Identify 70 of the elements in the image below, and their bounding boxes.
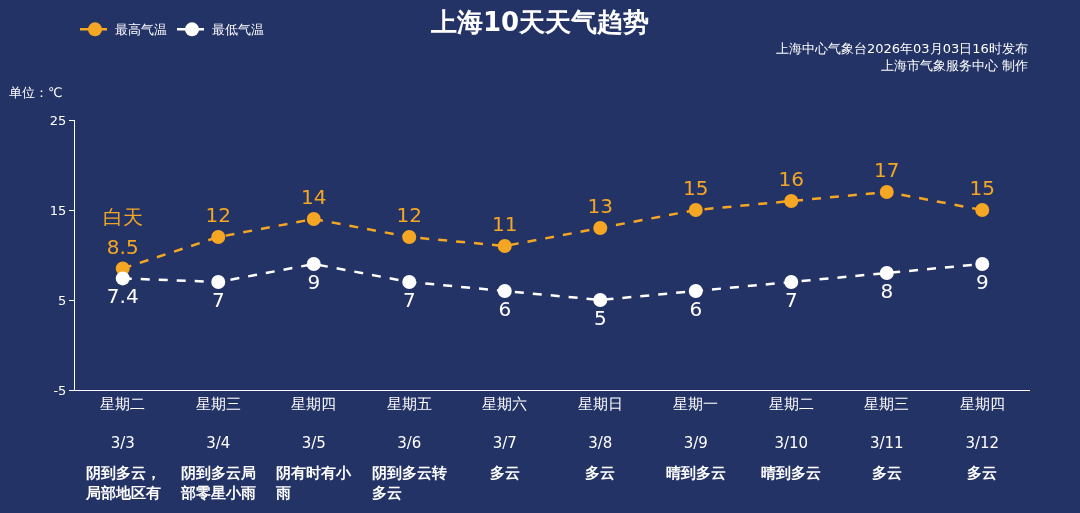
data-label: 12 [396,203,422,228]
point [593,221,608,235]
chart-title: 上海10天天气趋势 [429,7,650,38]
annotation: 白天 [103,205,143,229]
y-axis-title: 单位：℃ [9,85,63,100]
point [688,284,703,298]
category-label: 星期三 3/11 [864,395,910,452]
data-label: 8.5 [106,234,139,259]
point [211,275,226,289]
data-label: 15 [969,176,995,201]
text: 上海市气象服务中心 制作 [880,57,1028,73]
point [306,257,321,271]
data-label: 6 [689,296,703,321]
point [879,185,894,199]
y-tick-label: 25 [49,112,67,128]
data-label: 11 [492,212,518,237]
y-tick-label: -5 [53,382,67,398]
text: 多云 [585,464,615,482]
text: 晴到多云 [761,464,821,482]
category-label: 星期四 3/5 [291,395,337,452]
point [975,203,990,217]
legend-label: 最高气温 [115,22,167,38]
point [306,212,321,226]
point [497,239,512,253]
data-label: 14 [301,185,327,210]
data-label: 15 [683,176,709,201]
point [115,271,130,286]
point [402,230,417,244]
text: 多云 [490,464,520,482]
text: 阴到多云，局部地区有 [85,464,161,502]
point [784,194,799,208]
data-label: 16 [778,167,804,192]
point [402,275,417,289]
data-label: 7 [784,287,798,312]
category-label: 星期二 3/10 [768,395,814,452]
data-label: 9 [307,269,321,294]
data-label: 6 [498,296,512,321]
legend-label: 最低气温 [212,22,264,38]
text: 上海中心气象台2026年03月03日16时发布 [776,41,1028,56]
text: 晴到多云 [666,464,726,482]
y-tick-label: 15 [49,202,67,218]
text: 阴到多云转多云 [372,464,447,502]
data-label: 9 [975,269,989,294]
data-label: 8 [880,278,894,303]
data-label: 7 [402,287,416,312]
data-label: 7.4 [106,284,139,309]
category-label: 星期四 3/12 [959,395,1005,452]
data-label: 7 [211,287,225,312]
point [593,293,608,307]
point [497,284,512,298]
text: 阴到多云局部零星小雨 [180,464,256,502]
point [975,257,990,271]
point [879,266,894,280]
y-tick-label: 5 [58,292,67,308]
category-label: 星期六 3/7 [482,395,528,452]
point [784,275,799,289]
data-label: 12 [205,203,231,228]
text: 阴有时有小雨 [275,464,352,502]
text: 多云 [872,464,902,482]
text: 多云 [967,464,997,482]
point [211,230,226,244]
category-label: 星期三 3/4 [195,395,241,452]
data-label: 5 [593,305,607,330]
point [688,203,703,217]
data-label: 17 [874,158,900,183]
data-label: 13 [587,194,613,219]
category-label: 星期一 3/9 [673,395,719,452]
category-label: 星期五 3/6 [386,395,432,452]
category-label: 星期二 3/3 [100,395,146,452]
category-label: 星期日 3/8 [577,395,623,452]
